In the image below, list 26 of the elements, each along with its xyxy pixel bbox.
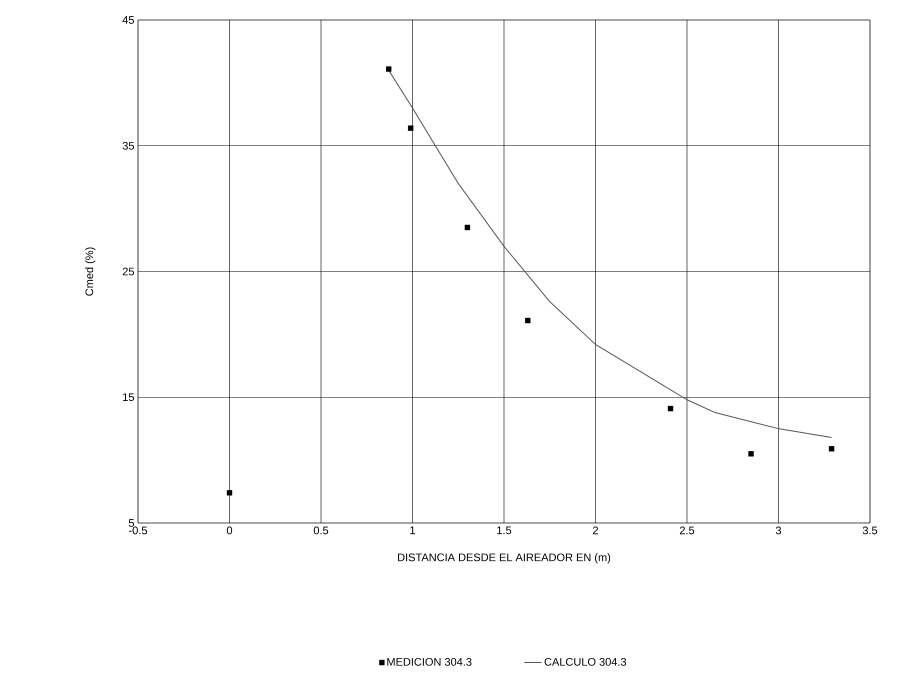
- x-tick-label: -0.5: [129, 526, 148, 534]
- y-tick-label: 35: [122, 142, 134, 150]
- point: [668, 406, 674, 412]
- point: [828, 446, 834, 452]
- y-tick-label: 5: [128, 519, 134, 527]
- point: [226, 490, 232, 496]
- point: [408, 125, 414, 131]
- point: [386, 66, 392, 72]
- point: [748, 451, 754, 457]
- x-tick-label: 2: [592, 526, 598, 534]
- point: [464, 224, 470, 230]
- y-tick-label: 45: [122, 16, 134, 24]
- legend-label: CALCULO 304.3: [544, 658, 626, 666]
- x-tick-label: 0.5: [314, 526, 328, 534]
- x-tick-label: 2.5: [680, 526, 694, 534]
- y-axis-title: Cmed (%): [85, 247, 96, 296]
- y-tick-label: 15: [123, 393, 134, 402]
- x-tick-label: 3: [776, 526, 782, 534]
- x-tick-label: 1: [410, 526, 416, 534]
- x-tick-label: 1.5: [497, 526, 512, 534]
- x-tick-label: 0: [226, 526, 232, 534]
- point: [525, 318, 530, 324]
- y-tick-label: 25: [122, 268, 134, 276]
- x-tick-label: 3.5: [862, 526, 878, 534]
- legend-label: MEDICION 304.3: [387, 658, 472, 666]
- x-axis-title: DISTANCIA DESDE EL AIREADOR EN (m): [398, 553, 610, 564]
